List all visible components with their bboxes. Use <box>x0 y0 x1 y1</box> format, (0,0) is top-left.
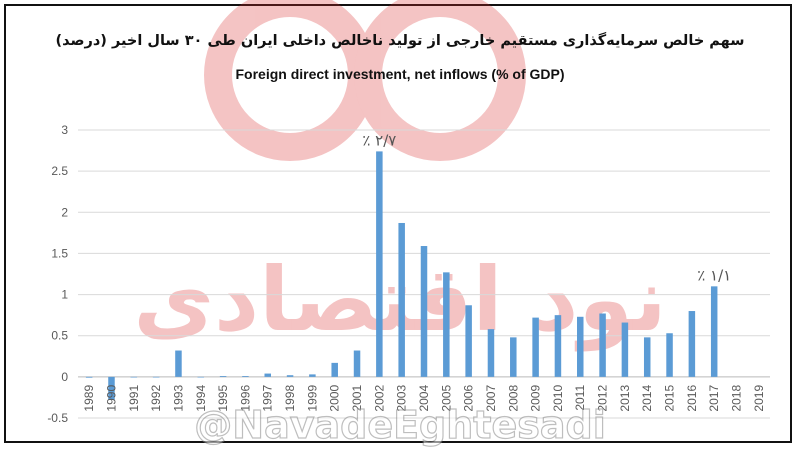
x-tick-label: 1989 <box>82 385 96 412</box>
x-tick-label: 2011 <box>573 385 587 411</box>
bar-2005 <box>443 272 450 377</box>
x-tick-label: 1991 <box>127 385 141 412</box>
x-tick-label: 2005 <box>439 385 453 412</box>
x-tick-label: 2012 <box>596 385 610 412</box>
bar-2007 <box>487 329 495 377</box>
bar-1989 <box>85 376 93 378</box>
bar-2008 <box>510 337 517 377</box>
x-tick-label: 1993 <box>171 385 185 412</box>
watermark-ring-left <box>204 0 376 161</box>
bar-2011 <box>577 316 584 377</box>
bar-2004 <box>420 246 428 377</box>
x-tick-label: 1997 <box>261 385 275 412</box>
chart-title-persian: سهم خالص سرمایه‌گذاری مستقیم خارجی از تو… <box>55 33 745 49</box>
bar-2003 <box>398 222 405 377</box>
x-tick-label: 1999 <box>305 385 319 412</box>
chart-title-english: Foreign direct investment, net inflows (… <box>235 66 565 82</box>
x-tick-label: 2015 <box>663 385 677 412</box>
bar-1997 <box>264 373 271 377</box>
x-tick-label: 2017 <box>707 385 721 412</box>
x-tick-label: 1998 <box>283 385 297 412</box>
bar-2017 <box>710 286 718 377</box>
bar-2009 <box>532 317 539 377</box>
y-tick-label: 1.5 <box>51 246 68 260</box>
x-axis: 1989 1990 1991 1992 1993 1994 1995 1996 1997 1998… <box>82 385 766 412</box>
bar-1990 <box>108 376 115 400</box>
x-tick-label: 2016 <box>685 385 699 412</box>
bar-2015 <box>666 333 673 377</box>
x-tick-label: 2019 <box>752 385 766 412</box>
bar-1994 <box>197 376 205 378</box>
bar-2006 <box>465 305 472 377</box>
x-tick-label: 2009 <box>529 385 543 412</box>
y-tick-label: 1 <box>61 288 68 302</box>
x-tick-label: 2001 <box>350 385 364 412</box>
y-tick-label: -0.5 <box>47 411 68 425</box>
x-tick-label: 2004 <box>417 385 431 412</box>
x-tick-label: 2013 <box>618 385 632 412</box>
x-tick-label: 2007 <box>484 385 498 412</box>
x-tick-label: 1992 <box>149 385 163 412</box>
y-tick-label: 2 <box>61 205 68 219</box>
bar-1996 <box>242 376 249 377</box>
x-tick-label: 1995 <box>216 385 230 412</box>
x-tick-label: 2006 <box>462 385 476 412</box>
bar-1998 <box>286 375 294 377</box>
watermark-ring-right <box>354 0 526 161</box>
x-tick-label: 2000 <box>328 385 342 412</box>
x-tick-label: 2014 <box>640 385 654 412</box>
x-tick-label: 1994 <box>194 385 208 412</box>
bar-2012 <box>599 313 606 377</box>
y-tick-label: 0.5 <box>51 329 68 343</box>
x-tick-label: 2018 <box>730 385 744 412</box>
chart-frame <box>4 4 792 443</box>
x-tick-label: 2008 <box>506 385 520 412</box>
annotations: ٪ ۲/۷ ٪ ۱/۱ <box>362 131 731 284</box>
bar-2000 <box>331 362 338 377</box>
bar-2010 <box>554 315 562 377</box>
bar-2016 <box>688 311 696 377</box>
y-tick-label: 0 <box>61 370 68 384</box>
bar-2001 <box>353 350 361 377</box>
x-tick-label: 2010 <box>551 385 565 412</box>
bar-1991 <box>130 376 138 378</box>
x-tick-label: 2003 <box>395 385 409 412</box>
bar-2002 <box>376 151 383 377</box>
bar-1993 <box>175 350 182 377</box>
y-axis: -0.5 0 0.5 1 1.5 2 2.5 3 <box>47 123 68 425</box>
y-tick-label: 3 <box>61 123 68 137</box>
data-label: ٪ ۲/۷ <box>362 131 396 149</box>
bar-1995 <box>219 376 227 377</box>
bar-1992 <box>152 376 160 378</box>
bar-2014 <box>643 337 651 377</box>
bar-2013 <box>621 322 629 377</box>
x-tick-label: 2002 <box>372 385 386 412</box>
bar-1999 <box>309 374 316 377</box>
y-tick-label: 2.5 <box>51 164 68 178</box>
watermark-handle: @NavadeEghtesadi <box>194 403 605 447</box>
x-tick-label: 1990 <box>104 385 118 412</box>
x-tick-label: 1996 <box>238 385 252 412</box>
bars <box>85 151 718 400</box>
data-label: ٪ ۱/۱ <box>697 266 731 284</box>
